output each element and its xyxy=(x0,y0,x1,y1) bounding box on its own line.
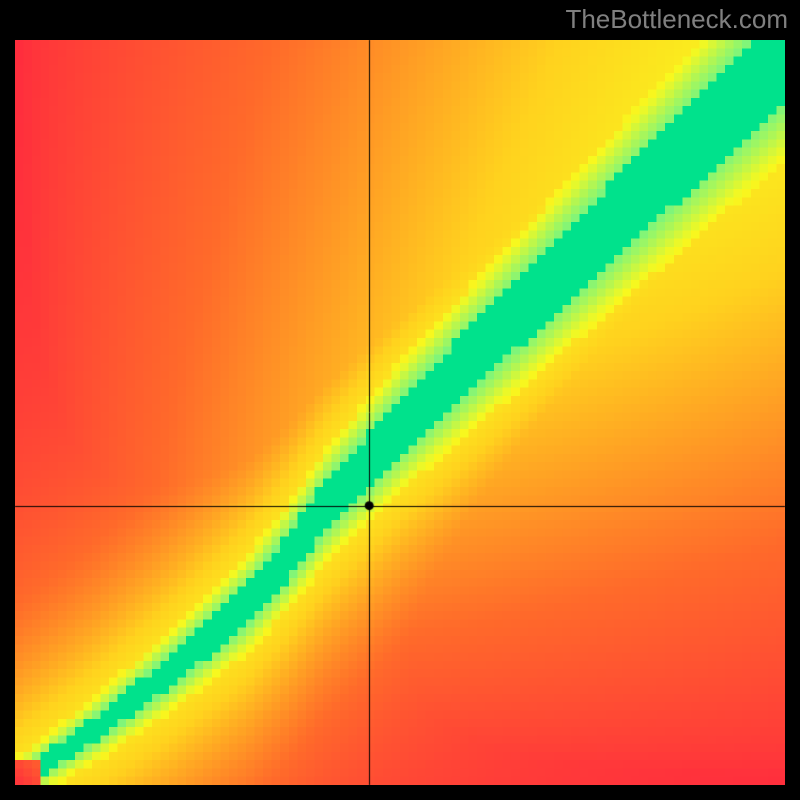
crosshair-overlay xyxy=(0,0,800,800)
watermark-text: TheBottleneck.com xyxy=(565,4,788,35)
chart-container: TheBottleneck.com xyxy=(0,0,800,800)
